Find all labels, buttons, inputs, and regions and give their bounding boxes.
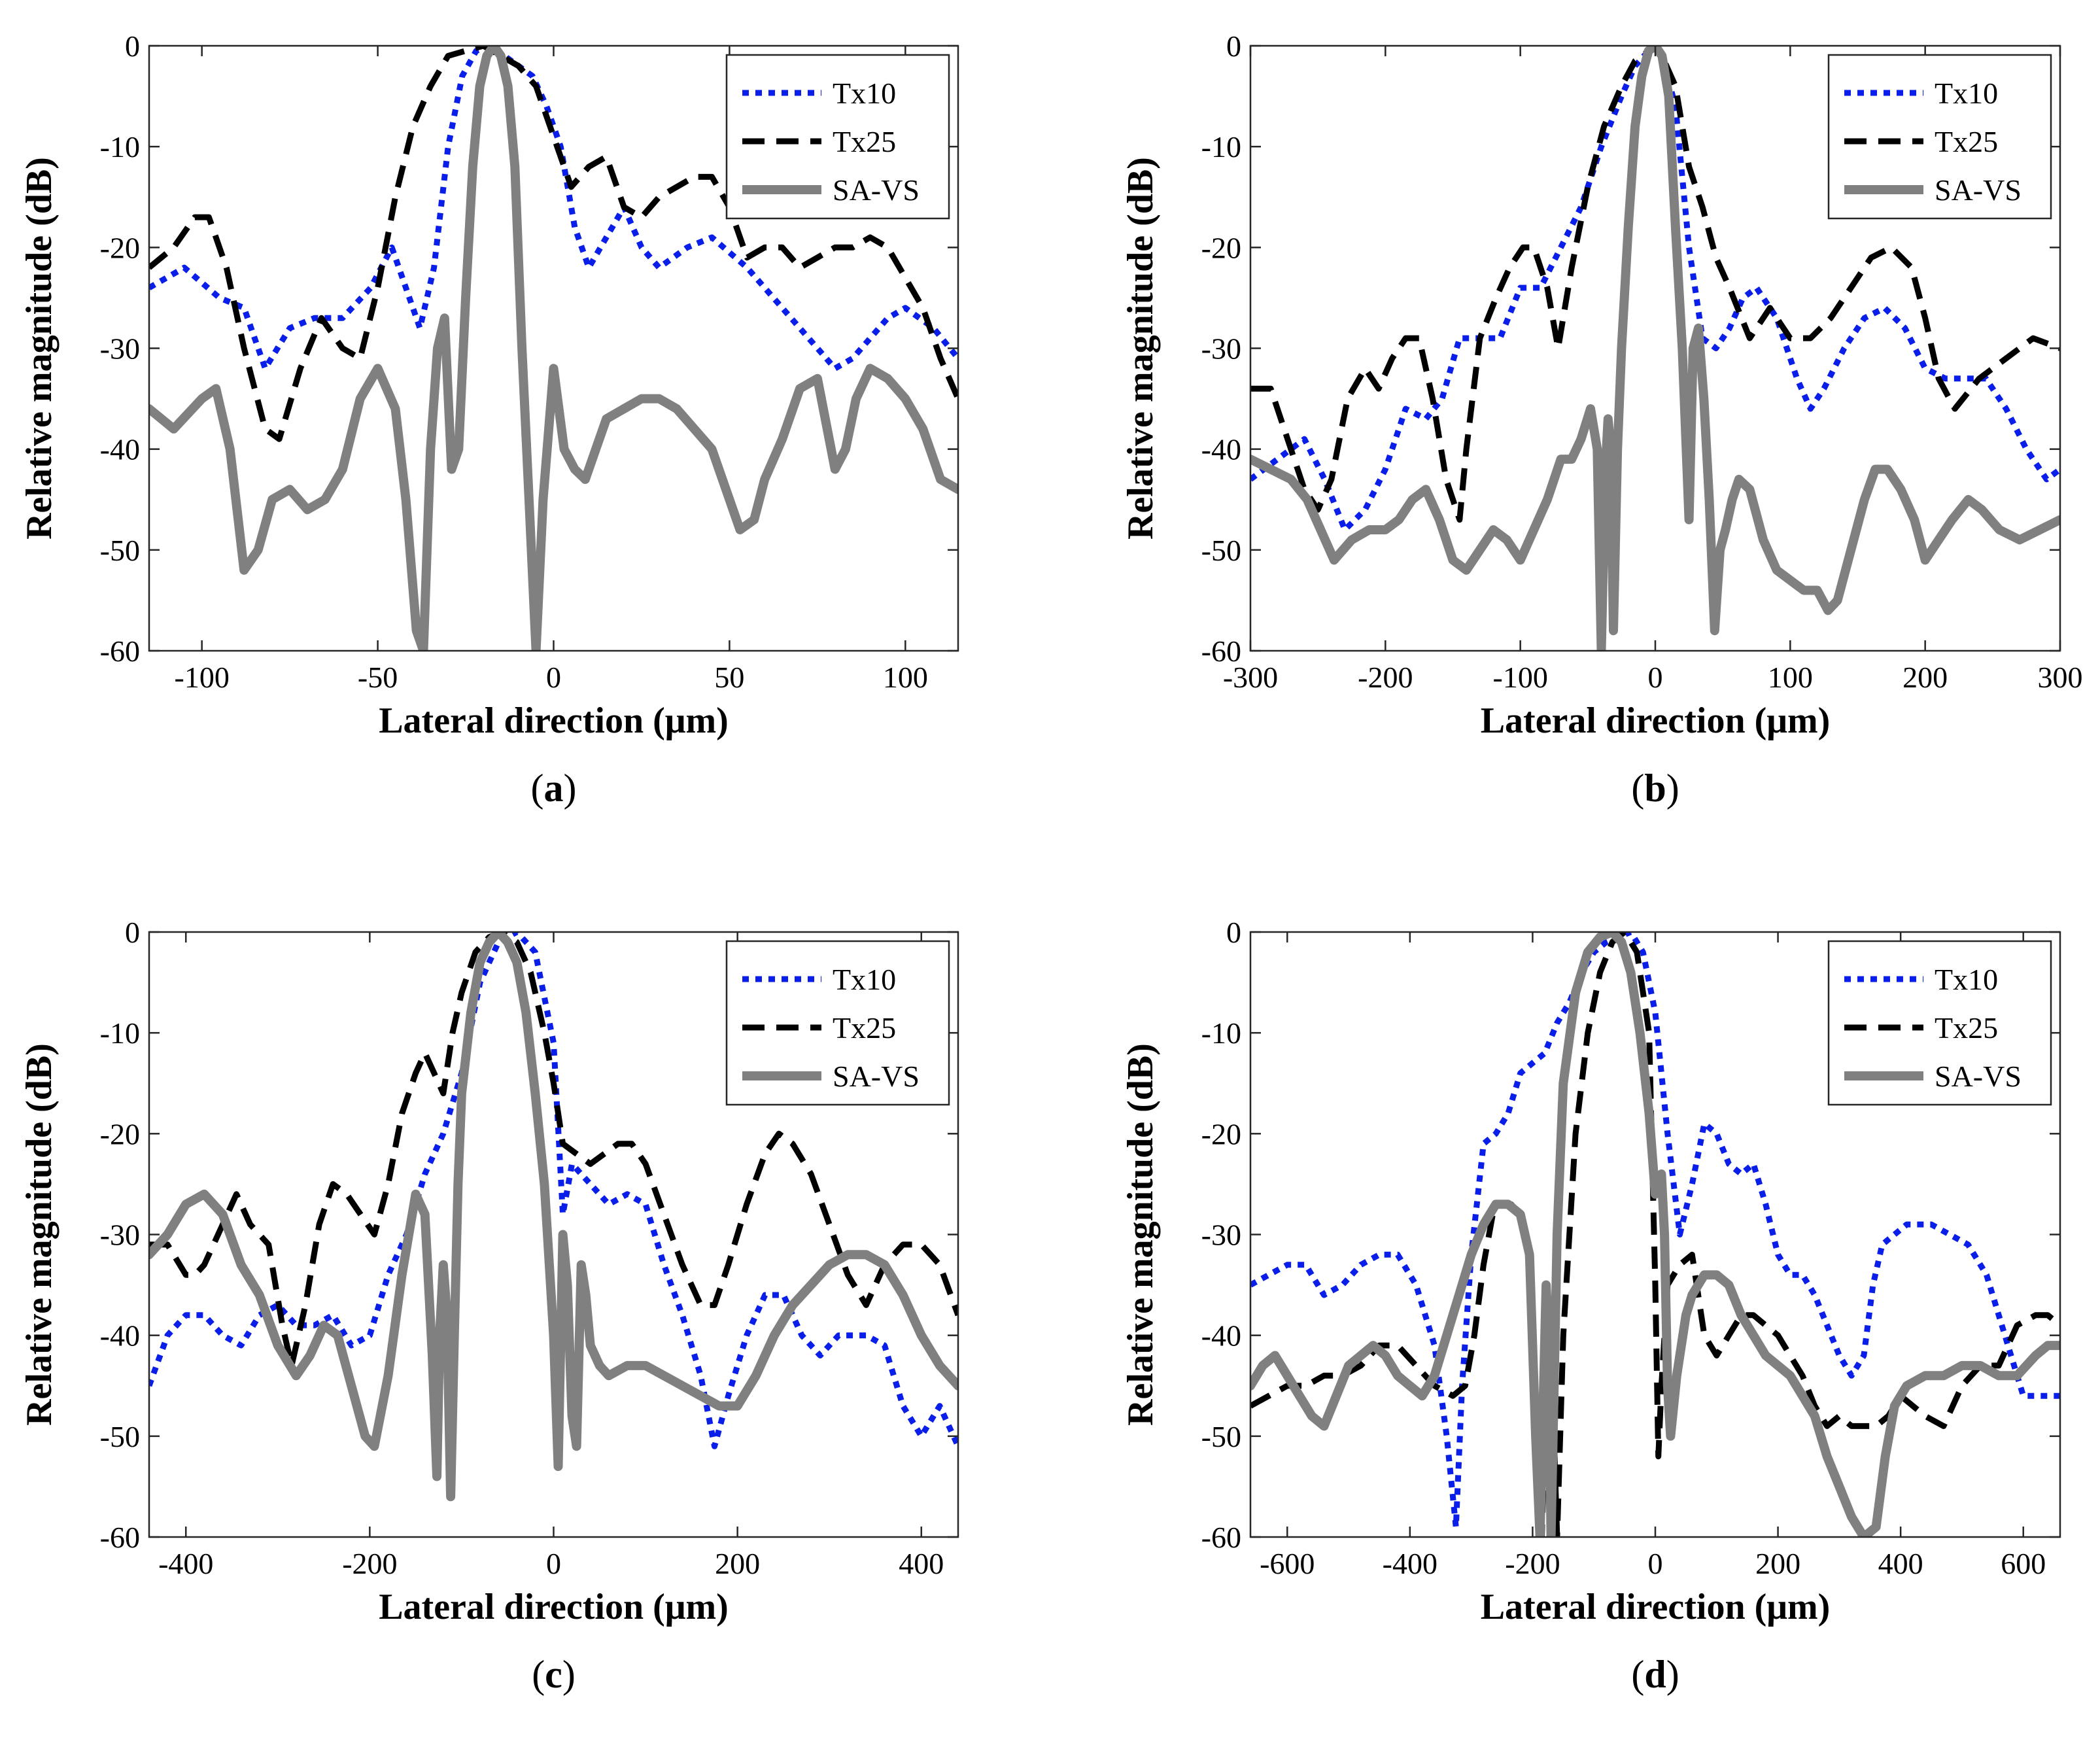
y-axis-label: Relative magnitude (dB) [19, 1043, 60, 1426]
panel-caption: (a) [531, 767, 577, 810]
y-tick-label: -50 [100, 1420, 140, 1453]
y-tick-label: 0 [1226, 916, 1241, 949]
series-line-tx10 [149, 46, 958, 371]
x-axis-label: Lateral direction (μm) [1481, 1587, 1831, 1627]
x-tick-label: 200 [1755, 1547, 1800, 1580]
y-axis-label: Relative magnitude (dB) [19, 157, 60, 540]
chart-panel-d: 0 -10 -20 -30 -40 -50 -60 -600 -400 -200 0 200 400 60… [1120, 916, 2061, 1696]
legend-label: SA-VS [1935, 173, 2022, 207]
series-line-sa-vs [1250, 932, 2060, 1537]
y-axis-label: Relative magnitude (dB) [1120, 157, 1161, 540]
legend-label: Tx10 [833, 77, 896, 110]
x-tick-label: 0 [1648, 661, 1663, 694]
x-tick-label: 300 [2038, 661, 2083, 694]
y-tick-label: -60 [1201, 634, 1241, 668]
y-tick-label: -30 [100, 1218, 140, 1252]
x-tick-label: -200 [1358, 661, 1413, 694]
x-tick-label: -200 [342, 1547, 397, 1580]
series-line-sa-vs [149, 46, 958, 651]
series-line-tx25 [149, 932, 958, 1369]
x-axis-label: Lateral direction (μm) [1481, 700, 1831, 741]
series-line-tx25 [1250, 46, 2060, 523]
legend-label: Tx25 [1935, 1011, 1998, 1045]
x-tick-label: 0 [546, 1547, 561, 1580]
panel-caption: (d) [1631, 1653, 1679, 1696]
y-tick-label: -60 [1201, 1521, 1241, 1554]
panel-caption: (b) [1631, 767, 1679, 810]
x-tick-label: 100 [1768, 661, 1813, 694]
chart-panel-b: 0 -10 -20 -30 -40 -50 -60-300 -200 -100 0 100 200 30… [1120, 29, 2083, 810]
legend-label: Tx25 [833, 125, 896, 158]
x-tick-label: 200 [1902, 661, 1948, 694]
y-tick-label: -60 [100, 634, 140, 668]
y-tick-label: -20 [100, 231, 140, 264]
legend: Tx10 Tx25 SA-VS [725, 940, 950, 1106]
series-line-sa-vs [149, 932, 958, 1502]
y-tick-label: -20 [100, 1117, 140, 1150]
x-tick-label: 0 [546, 661, 561, 694]
y-tick-label: -20 [1201, 231, 1241, 264]
legend-label: Tx25 [1935, 125, 1998, 158]
y-tick-label: -50 [1201, 1420, 1241, 1453]
x-tick-label: 400 [899, 1547, 944, 1580]
x-tick-label: -600 [1260, 1547, 1315, 1580]
y-tick-label: -50 [100, 534, 140, 567]
y-tick-label: -40 [100, 433, 140, 466]
legend-label: Tx10 [833, 963, 896, 996]
legend: Tx10 Tx25 SA-VS [1827, 54, 2052, 220]
legend-label: Tx10 [1935, 77, 1998, 110]
chart-panel-c: 0 -10 -20 -30 -40 -50 -60 -400 -200 0 200 400 Latera… [19, 916, 959, 1696]
x-tick-label: 600 [2001, 1547, 2046, 1580]
x-tick-label: 200 [715, 1547, 760, 1580]
legend-label: SA-VS [833, 1060, 920, 1093]
legend-label: SA-VS [833, 173, 920, 207]
y-tick-label: -30 [1201, 332, 1241, 366]
y-tick-label: -10 [100, 130, 140, 164]
series-group [149, 932, 958, 1502]
x-axis-label: Lateral direction (μm) [379, 700, 729, 741]
x-tick-label: 0 [1648, 1547, 1663, 1580]
legend: Tx10 Tx25 SA-VS [725, 54, 950, 220]
y-tick-label: -60 [100, 1521, 140, 1554]
x-tick-label: -200 [1505, 1547, 1560, 1580]
y-tick-label: -40 [1201, 433, 1241, 466]
y-tick-label: -30 [100, 332, 140, 366]
y-tick-label: -10 [100, 1016, 140, 1050]
series-line-tx10 [149, 932, 958, 1449]
x-tick-label: 50 [714, 661, 744, 694]
y-tick-label: -40 [1201, 1319, 1241, 1353]
chart-panel-a: 0 -10 -20 -30 -40 -50 -60 -100 -50 0 50 100 Lateral … [19, 29, 959, 810]
y-tick-label: -40 [100, 1319, 140, 1353]
y-tick-label: 0 [125, 916, 140, 949]
legend-label: SA-VS [1935, 1060, 2022, 1093]
series-group [1250, 46, 2060, 651]
x-tick-label: -300 [1223, 661, 1278, 694]
series-line-tx25 [149, 46, 958, 442]
x-tick-label: -100 [1493, 661, 1548, 694]
legend: Tx10 Tx25 SA-VS [1827, 940, 2052, 1106]
series-group [149, 46, 958, 651]
x-tick-label: 400 [1878, 1547, 1923, 1580]
y-tick-label: -30 [1201, 1218, 1241, 1252]
series-group [1250, 932, 2060, 1537]
x-tick-label: -50 [358, 661, 398, 694]
x-tick-label: -100 [175, 661, 230, 694]
panel-caption: (c) [532, 1653, 576, 1696]
y-tick-label: 0 [1226, 29, 1241, 63]
x-tick-label: -400 [1383, 1547, 1437, 1580]
y-tick-label: 0 [125, 29, 140, 63]
y-tick-label: -50 [1201, 534, 1241, 567]
y-tick-label: -10 [1201, 1016, 1241, 1050]
series-line-tx10 [1250, 932, 2060, 1530]
x-axis-label: Lateral direction (μm) [379, 1587, 729, 1627]
legend-label: Tx25 [833, 1011, 896, 1045]
y-tick-label: -20 [1201, 1117, 1241, 1150]
x-tick-label: 100 [883, 661, 928, 694]
legend-label: Tx10 [1935, 963, 1998, 996]
y-tick-label: -10 [1201, 130, 1241, 164]
y-axis-label: Relative magnitude (dB) [1120, 1043, 1161, 1426]
series-line-sa-vs [1250, 46, 2060, 651]
x-tick-label: -400 [158, 1547, 213, 1580]
